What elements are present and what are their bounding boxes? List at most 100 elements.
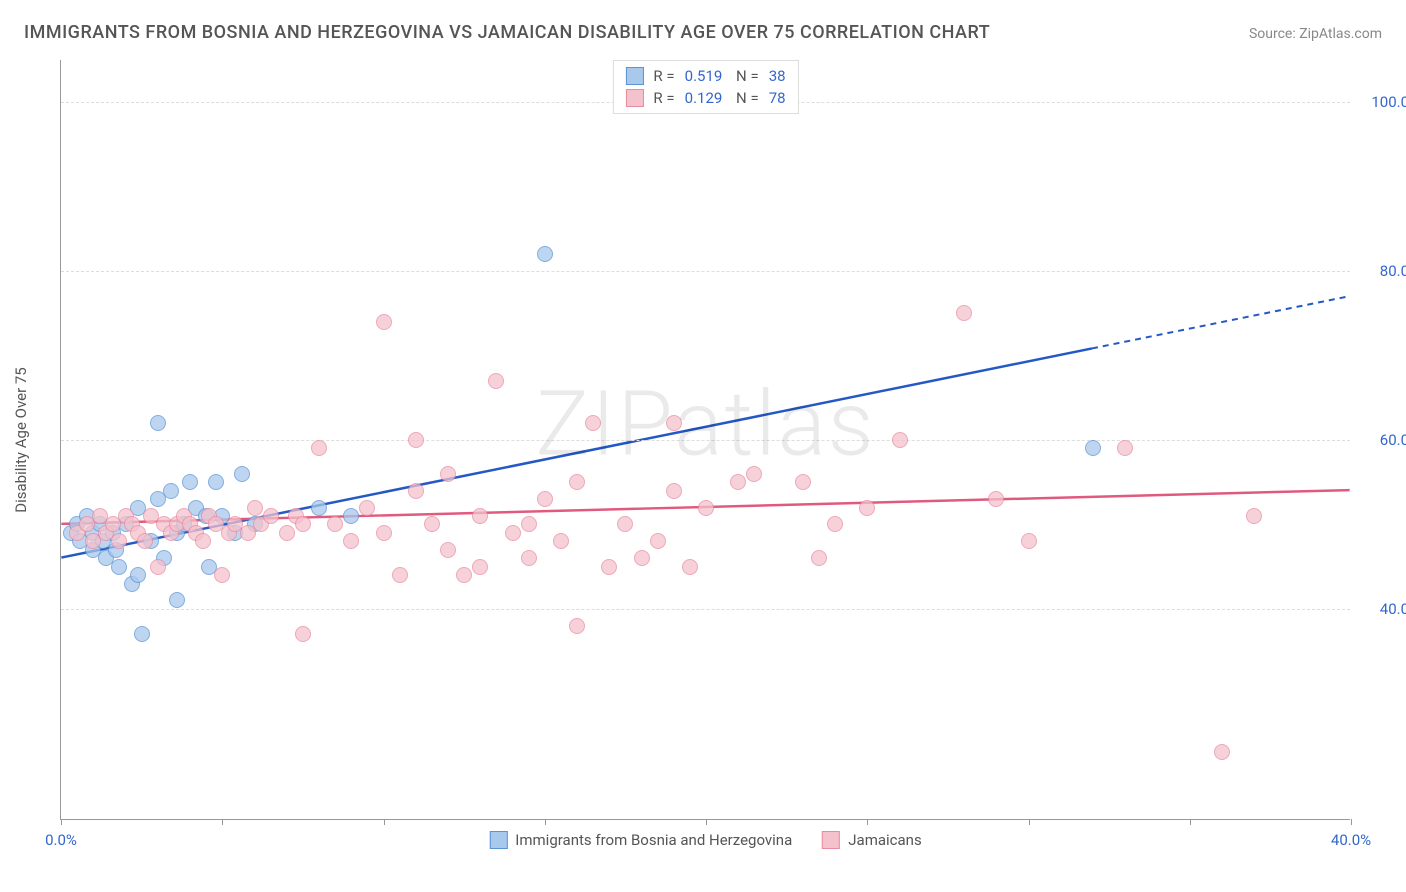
data-point-jamaicans (666, 483, 682, 499)
correlation-legend: R = 0.519 N = 38 R = 0.129 N = 78 (612, 60, 798, 114)
n-value-bosnia: 38 (769, 67, 786, 85)
n-value-jamaicans: 78 (769, 89, 786, 107)
data-point-jamaicans (988, 491, 1004, 507)
data-point-jamaicans (698, 500, 714, 516)
grid-line (61, 271, 1350, 272)
data-point-bosnia (130, 567, 146, 583)
data-point-jamaicans (376, 525, 392, 541)
data-point-jamaicans (440, 466, 456, 482)
data-point-bosnia (343, 508, 359, 524)
data-point-jamaicans (327, 516, 343, 532)
legend-item-bosnia: Immigrants from Bosnia and Herzegovina (489, 831, 792, 849)
data-point-jamaicans (585, 415, 601, 431)
data-point-jamaicans (263, 508, 279, 524)
data-point-jamaicans (295, 626, 311, 642)
trend-line-dashed-bosnia (1092, 296, 1350, 348)
data-point-jamaicans (456, 567, 472, 583)
x-tick (61, 819, 62, 825)
data-point-jamaicans (892, 432, 908, 448)
data-point-jamaicans (472, 559, 488, 575)
data-point-jamaicans (553, 533, 569, 549)
data-point-jamaicans (537, 491, 553, 507)
data-point-jamaicans (279, 525, 295, 541)
data-point-jamaicans (214, 567, 230, 583)
data-point-jamaicans (521, 550, 537, 566)
data-point-jamaicans (730, 474, 746, 490)
swatch-jamaicans-bottom (822, 831, 840, 849)
x-tick (1029, 819, 1030, 825)
data-point-bosnia (208, 474, 224, 490)
data-point-jamaicans (859, 500, 875, 516)
data-point-jamaicans (195, 533, 211, 549)
data-point-jamaicans (666, 415, 682, 431)
data-point-bosnia (1085, 440, 1101, 456)
data-point-jamaicans (795, 474, 811, 490)
chart-title: IMMIGRANTS FROM BOSNIA AND HERZEGOVINA V… (24, 22, 990, 43)
data-point-bosnia (163, 483, 179, 499)
data-point-jamaicans (827, 516, 843, 532)
data-point-bosnia (234, 466, 250, 482)
data-point-jamaicans (295, 516, 311, 532)
data-point-jamaicans (682, 559, 698, 575)
data-point-jamaicans (424, 516, 440, 532)
data-point-jamaicans (247, 500, 263, 516)
x-tick (222, 819, 223, 825)
legend-row-bosnia: R = 0.519 N = 38 (625, 65, 785, 87)
data-point-jamaicans (359, 500, 375, 516)
swatch-bosnia (625, 67, 643, 85)
data-point-bosnia (311, 500, 327, 516)
data-point-jamaicans (601, 559, 617, 575)
data-point-jamaicans (521, 516, 537, 532)
scatter-plot: ZIPatlas Disability Age Over 75 R = 0.51… (60, 60, 1350, 820)
grid-line (61, 609, 1350, 610)
legend-row-jamaicans: R = 0.129 N = 78 (625, 87, 785, 109)
data-point-bosnia (111, 559, 127, 575)
swatch-jamaicans (625, 89, 643, 107)
x-tick (867, 819, 868, 825)
data-point-jamaicans (956, 305, 972, 321)
data-point-jamaicans (617, 516, 633, 532)
x-tick (1351, 819, 1352, 825)
x-tick (384, 819, 385, 825)
x-tick (1190, 819, 1191, 825)
data-point-jamaicans (569, 618, 585, 634)
data-point-jamaicans (343, 533, 359, 549)
data-point-bosnia (150, 415, 166, 431)
data-point-jamaicans (376, 314, 392, 330)
x-tick (545, 819, 546, 825)
y-axis-label: Disability Age Over 75 (12, 367, 30, 512)
r-value-bosnia: 0.519 (685, 67, 723, 85)
data-point-jamaicans (1214, 744, 1230, 760)
data-point-jamaicans (505, 525, 521, 541)
data-point-bosnia (134, 626, 150, 642)
data-point-jamaicans (440, 542, 456, 558)
data-point-jamaicans (472, 508, 488, 524)
source-label: Source: ZipAtlas.com (1249, 26, 1382, 42)
x-tick (706, 819, 707, 825)
data-point-jamaicans (634, 550, 650, 566)
data-point-jamaicans (408, 432, 424, 448)
data-point-jamaicans (311, 440, 327, 456)
x-tick-label: 40.0% (1331, 831, 1371, 849)
y-tick-label: 80.0% (1360, 262, 1406, 280)
legend-label-jamaicans: Jamaicans (848, 831, 921, 849)
y-tick-label: 40.0% (1360, 600, 1406, 618)
legend-item-jamaicans: Jamaicans (822, 831, 921, 849)
data-point-jamaicans (1246, 508, 1262, 524)
data-point-jamaicans (392, 567, 408, 583)
data-point-bosnia (169, 592, 185, 608)
data-point-jamaicans (111, 533, 127, 549)
r-value-jamaicans: 0.129 (685, 89, 723, 107)
data-point-bosnia (182, 474, 198, 490)
data-point-jamaicans (1117, 440, 1133, 456)
data-point-jamaicans (811, 550, 827, 566)
data-point-jamaicans (569, 474, 585, 490)
y-tick-label: 60.0% (1360, 431, 1406, 449)
swatch-bosnia-bottom (489, 831, 507, 849)
y-tick-label: 100.0% (1360, 93, 1406, 111)
data-point-jamaicans (1021, 533, 1037, 549)
data-point-jamaicans (137, 533, 153, 549)
data-point-jamaicans (488, 373, 504, 389)
legend-label-bosnia: Immigrants from Bosnia and Herzegovina (515, 831, 792, 849)
data-point-jamaicans (746, 466, 762, 482)
